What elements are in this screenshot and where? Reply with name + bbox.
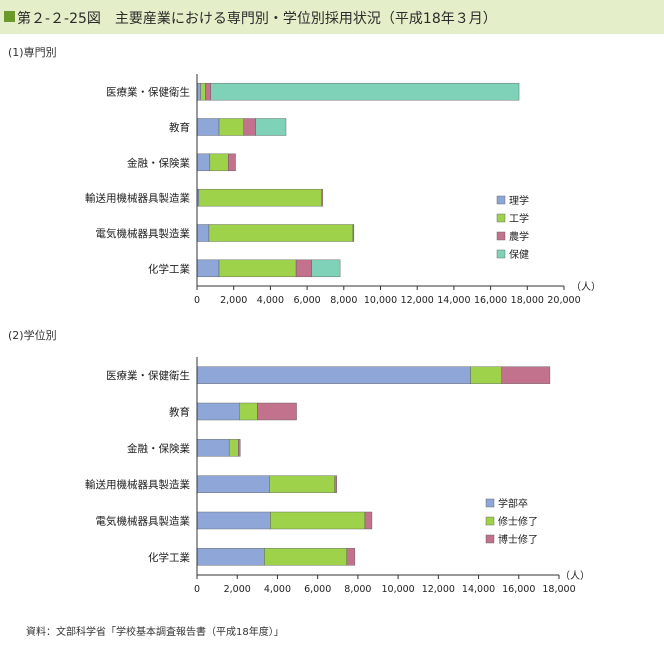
bar-segment-3 <box>364 511 373 530</box>
legend-swatch <box>485 498 495 508</box>
legend-label: 保健 <box>509 248 529 261</box>
bar-segment-2 <box>239 402 258 421</box>
x-tick-label: 4,000 <box>257 295 284 306</box>
figure-number: 第２-２-25図 <box>17 11 101 27</box>
legend-swatch <box>496 231 506 241</box>
plot-area <box>197 357 559 575</box>
category-label: 電気機械器具製造業 <box>96 227 191 240</box>
bar-segment-3 <box>227 153 236 172</box>
category-label: 金融・保険業 <box>127 156 190 169</box>
bar-segment-4 <box>255 118 287 136</box>
bar-segment-1 <box>196 475 270 493</box>
legend-swatch <box>496 249 506 259</box>
header-square-icon <box>4 11 15 22</box>
bar-segment-3 <box>501 366 551 384</box>
bar-segment-1 <box>196 511 271 530</box>
bar-segment-1 <box>196 439 230 457</box>
bar-segment-1 <box>196 82 201 101</box>
bar-segment-3 <box>238 439 241 457</box>
category-label: 教育 <box>169 406 190 419</box>
x-tick-label: 4,000 <box>264 584 291 595</box>
bar-segment-4 <box>210 82 520 101</box>
x-tick-label: 20,000 <box>547 295 580 306</box>
category-label: 金融・保険業 <box>127 442 190 455</box>
bar-segment-2 <box>209 153 229 172</box>
x-tick-label: 12,000 <box>401 295 434 306</box>
x-tick-label: 16,000 <box>474 295 507 306</box>
bar-segment-1 <box>196 402 240 421</box>
legend-label: 修士修了 <box>498 515 538 528</box>
bar-segment-3 <box>257 402 297 421</box>
bar-segment-2 <box>208 224 354 242</box>
bar-segment-3 <box>346 548 356 566</box>
legend-label: 博士修了 <box>498 533 538 546</box>
bar-segment-3 <box>295 259 312 278</box>
bar-segment-1 <box>196 548 265 566</box>
figure-title-text: 主要産業における専門別・学位別採用状況（平成18年３月） <box>114 11 497 27</box>
x-tick-label: 8,000 <box>330 295 357 306</box>
x-tick-label: 8,000 <box>344 584 371 595</box>
category-label: 医療業・保健衛生 <box>106 86 190 99</box>
legend-swatch <box>485 516 495 526</box>
bar-segment-2 <box>470 366 502 384</box>
x-tick-label: 2,000 <box>224 584 251 595</box>
bar-segment-1 <box>196 118 220 136</box>
bar-segment-3 <box>243 118 256 136</box>
category-label: 医療業・保健衛生 <box>106 369 190 382</box>
chart2-title: (2)学位別 <box>8 329 57 342</box>
figure-title: 第２-２-25図 主要産業における専門別・学位別採用状況（平成18年３月） <box>17 8 497 28</box>
x-tick-label: 14,000 <box>462 584 495 595</box>
x-tick-label: 18,000 <box>542 584 575 595</box>
x-tick-label: 6,000 <box>293 295 320 306</box>
x-tick-label: 0 <box>194 295 200 306</box>
chart1-title: (1)専門別 <box>8 46 57 59</box>
x-tick-label: 2,000 <box>220 295 247 306</box>
bar-segment-3 <box>205 82 211 101</box>
category-label: 輸送用機械器具製造業 <box>85 478 190 491</box>
x-tick-label: 10,000 <box>364 295 397 306</box>
bar-segment-2 <box>228 439 239 457</box>
x-tick-label: 12,000 <box>422 584 455 595</box>
bar-segment-3 <box>321 188 323 207</box>
legend-swatch <box>485 534 495 544</box>
bar-segment-3 <box>334 475 337 493</box>
bar-segment-4 <box>311 259 341 278</box>
bar-segment-2 <box>218 259 297 278</box>
legend-label: 理学 <box>509 194 529 207</box>
bar-segment-1 <box>196 366 471 384</box>
bar-segment-1 <box>196 224 210 242</box>
legend-label: 工学 <box>509 212 529 225</box>
bar-segment-2 <box>218 118 244 136</box>
bar-segment-2 <box>269 475 335 493</box>
x-tick-label: 16,000 <box>502 584 535 595</box>
bar-segment-1 <box>196 259 220 278</box>
category-label: 輸送用機械器具製造業 <box>85 192 190 205</box>
bar-segment-2 <box>264 548 348 566</box>
legend-swatch <box>496 213 506 223</box>
bar-segment-3 <box>352 224 355 242</box>
figure-header: 第２-２-25図 主要産業における専門別・学位別採用状況（平成18年３月） <box>0 0 664 34</box>
bar-segment-2 <box>198 188 322 207</box>
unit-label: （人） <box>560 570 590 582</box>
unit-label: （人） <box>571 281 601 293</box>
category-label: 化学工業 <box>148 262 190 275</box>
x-tick-label: 6,000 <box>304 584 331 595</box>
x-tick-label: 10,000 <box>381 584 414 595</box>
x-tick-label: 18,000 <box>511 295 544 306</box>
bar-segment-2 <box>200 82 206 101</box>
bar-segment-1 <box>196 153 211 172</box>
legend-label: 学部卒 <box>498 497 528 510</box>
legend-swatch <box>496 195 506 205</box>
category-label: 電気機械器具製造業 <box>96 515 191 528</box>
x-tick-label: 14,000 <box>437 295 470 306</box>
category-label: 教育 <box>169 121 190 134</box>
x-tick-label: 0 <box>194 584 200 595</box>
legend-label: 農学 <box>509 230 529 243</box>
source-note: 資料：文部科学省「学校基本調査報告書（平成18年度）」 <box>26 627 284 638</box>
category-label: 化学工業 <box>148 551 190 564</box>
bar-segment-2 <box>270 511 366 530</box>
